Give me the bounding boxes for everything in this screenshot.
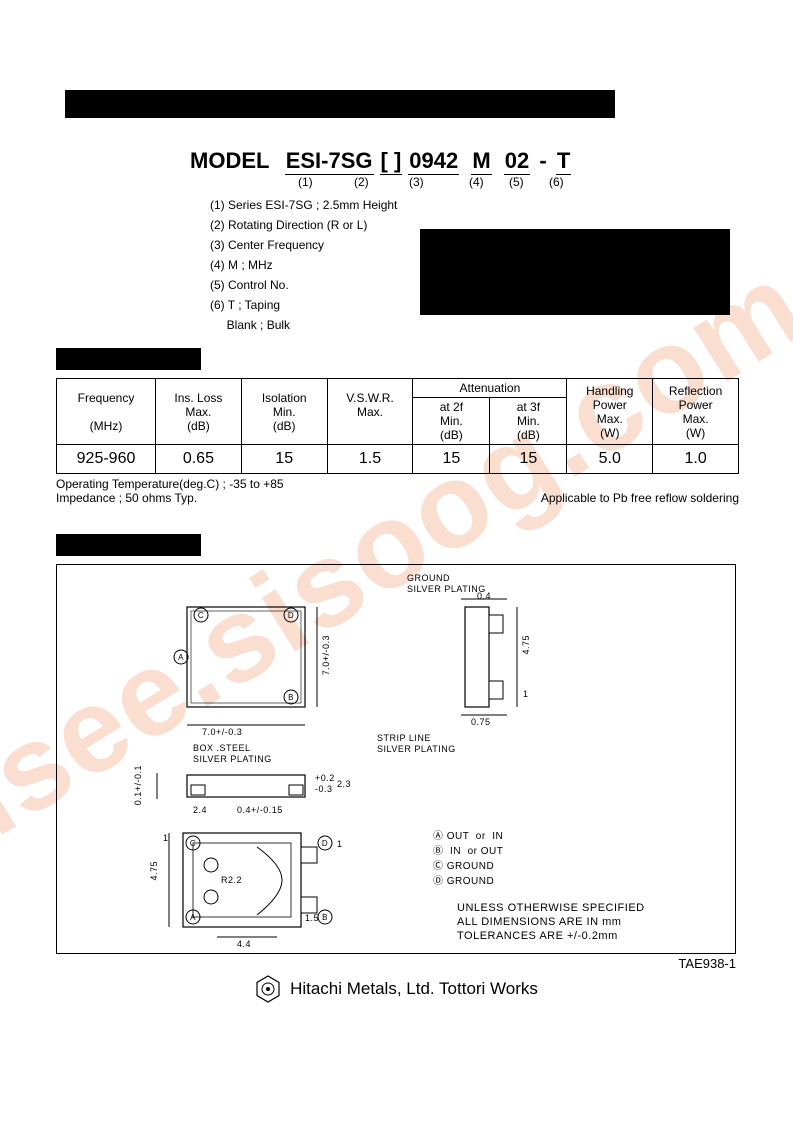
cell-freq: 925-960 [57,445,156,474]
model-part-3: 0942 [408,148,459,175]
paren-2: (2) [354,175,409,189]
note-temp: Operating Temperature(deg.C) ; -35 to +8… [56,477,284,491]
redaction-bar-top [65,90,615,118]
footer-text: Hitachi Metals, Ltd. Tottori Works [290,979,538,999]
svg-text:C: C [198,611,204,620]
cell-at2f: 15 [413,445,490,474]
cell-hand: 5.0 [567,445,653,474]
lbl-23: 2.3 [337,779,351,790]
lbl-01: 0.1+/-0.1 [133,765,144,805]
note-pbfree: Applicable to Pb free reflow soldering [541,477,739,505]
footer: Hitachi Metals, Ltd. Tottori Works [56,975,736,1003]
model-part-6: T [556,148,571,175]
svg-text:A: A [178,653,184,662]
lbl-475b: 4.75 [149,861,160,881]
lbl-15: 1.5 [305,913,319,924]
lbl-04: 0.4 [477,591,491,602]
lbl-075: 0.75 [471,717,491,728]
lbl-04b: 0.4+/-0.15 [237,805,283,816]
model-part-1: ESI-7SG [285,148,374,175]
redaction-bar-left2 [56,534,201,556]
spec-table: Frequency(MHz) Ins. LossMax.(dB) Isolati… [56,378,739,474]
paren-6: (6) [549,175,564,189]
lbl-ground: GROUND SILVER PLATING [407,573,486,595]
paren-3: (3) [409,175,469,189]
lbl-1b: 1 [163,833,169,844]
lbl-475a: 4.75 [521,635,532,655]
legend-4: (4) M ; MHz [210,255,574,275]
svg-text:D: D [288,611,294,620]
legend-1: (1) Series ESI-7SG ; 2.5mm Height [210,195,574,215]
lbl-70: 7.0+/-0.3 [321,635,332,675]
note-imp: Impedance ; 50 ohms Typ. [56,491,284,505]
redaction-bar-left1 [56,348,201,370]
svg-text:B: B [288,693,294,702]
lbl-1c: 1 [337,839,343,850]
legend-5: (5) Control No. [210,275,574,295]
legend: (1) Series ESI-7SG ; 2.5mm Height (2) Ro… [210,195,574,335]
tae-code: TAE938-1 [56,956,736,971]
lbl-strip: STRIP LINE SILVER PLATING [377,733,456,755]
legend-7: Blank ; Bulk [210,315,574,335]
paren-row: (1) (2) (3) (4) (5) (6) [298,175,574,189]
lbl-24: 2.4 [193,805,207,816]
legend-6: (6) T ; Taping [210,295,574,315]
svg-text:A: A [190,913,196,922]
model-part-4: M [471,148,491,175]
cell-refl: 1.0 [653,445,739,474]
model-row: MODEL ESI-7SG [ ] 0942 M 02 - T [190,148,574,175]
notes: Operating Temperature(deg.C) ; -35 to +8… [56,477,739,505]
diagram: A C D B D C A B GROUND SILVER PLATING 0.… [56,564,736,954]
model-part-2: [ ] [380,148,403,175]
model-label: MODEL [190,148,269,174]
lbl-box-steel: BOX .STEEL SILVER PLATING [193,743,272,765]
model-part-5: 02 [504,148,530,175]
svg-text:C: C [190,839,196,848]
lbl-70b: 7.0+/-0.3 [202,727,242,738]
legend-3: (3) Center Frequency [210,235,574,255]
paren-1: (1) [298,175,354,189]
hitachi-logo-icon [254,975,282,1003]
lbl-44: 4.4 [237,939,251,950]
cell-at3f: 15 [490,445,567,474]
pin-legend: Ⓐ OUT or IN Ⓑ IN or OUT Ⓒ GROUND Ⓓ GROUN… [433,829,503,889]
svg-text:B: B [322,913,328,922]
paren-4: (4) [469,175,509,189]
svg-text:D: D [322,839,328,848]
cell-iso: 15 [241,445,327,474]
model-dash: - [539,148,546,174]
legend-2: (2) Rotating Direction (R or L) [210,215,574,235]
paren-5: (5) [509,175,549,189]
cell-ins: 0.65 [156,445,242,474]
lbl-r22: R2.2 [221,875,242,886]
lbl-03: +0.2 -0.3 [315,773,335,795]
diagram-notes: UNLESS OTHERWISE SPECIFIED ALL DIMENSION… [457,901,645,943]
lbl-1a: 1 [523,689,529,700]
cell-vswr: 1.5 [327,445,413,474]
